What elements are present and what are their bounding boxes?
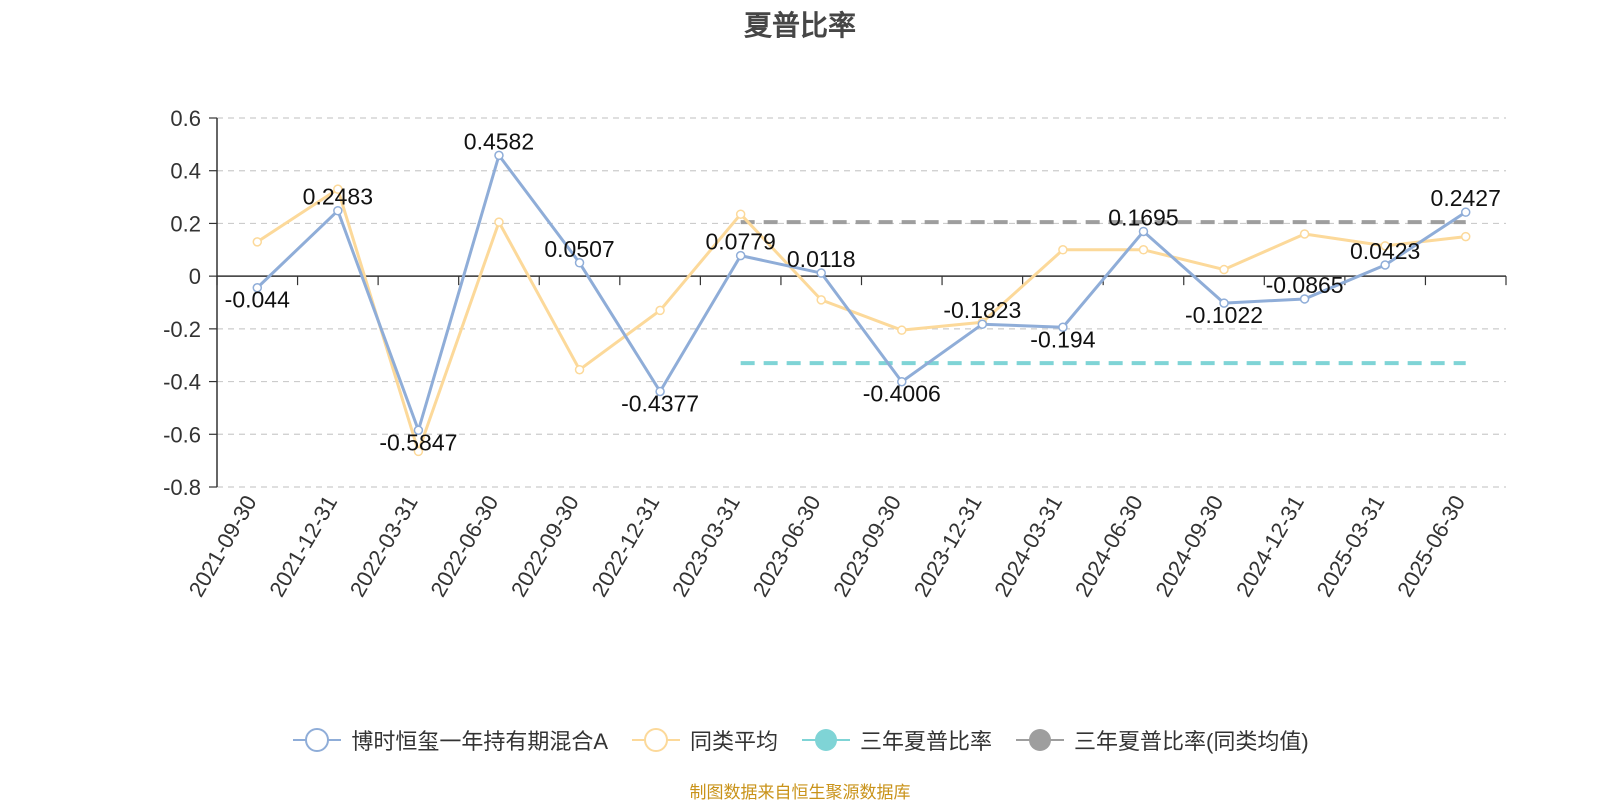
data-labels: -0.044 0.2483 -0.5847 0.4582 0.0507 -0.4377 0.… bbox=[225, 128, 1501, 455]
x-tick-label: 2023-03-31 bbox=[667, 491, 745, 601]
reference-lines bbox=[740, 220, 1466, 366]
data-label: 0.0507 bbox=[544, 236, 614, 262]
y-tick-label: 0.6 bbox=[170, 106, 201, 131]
series-point bbox=[1058, 322, 1068, 333]
series-point bbox=[333, 184, 343, 194]
series-point bbox=[1380, 260, 1390, 270]
y-tick-label: -0.8 bbox=[163, 475, 201, 500]
series-point bbox=[735, 250, 746, 261]
x-tick-label: 2023-06-30 bbox=[748, 491, 826, 601]
y-tick-label: 0 bbox=[189, 264, 201, 289]
x-tick-label: 2022-06-30 bbox=[425, 491, 503, 601]
x-tick-label: 2022-12-31 bbox=[586, 491, 664, 601]
series-point bbox=[1138, 226, 1149, 237]
series-lines bbox=[252, 150, 1471, 457]
series-point bbox=[574, 258, 585, 268]
legend-line-dot-icon bbox=[802, 729, 851, 751]
series-point bbox=[1138, 245, 1149, 255]
data-label: 0.2427 bbox=[1431, 185, 1501, 211]
data-label: -0.194 bbox=[1030, 326, 1095, 352]
legend-item-peer-average[interactable]: 同类平均 bbox=[630, 724, 778, 756]
legend-item-fund[interactable]: 博时恒玺一年持有期混合A bbox=[291, 724, 608, 756]
legend: 博时恒玺一年持有期混合A 同类平均 三年夏普比率 三年夏普比率(同类均值) bbox=[0, 720, 1600, 760]
data-label: 0.4582 bbox=[464, 128, 534, 154]
data-label: 0.1695 bbox=[1108, 204, 1178, 230]
legend-item-three-year-sharpe-peer[interactable]: 三年夏普比率(同类均值) bbox=[1014, 724, 1309, 756]
series-point bbox=[1299, 229, 1310, 239]
legend-label-three-year-sharpe-peer: 三年夏普比率(同类均值) bbox=[1074, 729, 1309, 754]
x-tick-label: 2025-06-30 bbox=[1392, 491, 1470, 601]
x-tick-label: 2024-09-30 bbox=[1150, 491, 1228, 601]
data-label: -0.044 bbox=[225, 287, 290, 313]
series-point bbox=[655, 386, 665, 397]
series-point bbox=[413, 425, 424, 436]
data-label: 0.2483 bbox=[303, 184, 373, 210]
data-label: 0.0423 bbox=[1350, 238, 1420, 264]
x-tick-label: 2025-03-31 bbox=[1312, 491, 1390, 601]
series-point bbox=[1058, 245, 1068, 255]
data-label: -0.4377 bbox=[621, 391, 699, 417]
data-label: -0.1022 bbox=[1185, 302, 1263, 328]
y-tick-label: 0.2 bbox=[170, 211, 201, 236]
series-point bbox=[494, 217, 504, 227]
legend-line-circle-icon bbox=[293, 728, 342, 752]
series-point bbox=[897, 376, 907, 387]
x-tick-label: 2024-03-31 bbox=[989, 491, 1067, 601]
data-label: -0.4006 bbox=[863, 381, 941, 407]
y-tick-label: 0.4 bbox=[170, 159, 201, 184]
x-tick-label: 2024-06-30 bbox=[1070, 491, 1148, 601]
x-tick-label: 2022-09-30 bbox=[506, 491, 584, 601]
data-label: -0.0865 bbox=[1266, 272, 1344, 298]
series-point bbox=[977, 319, 988, 329]
y-tick-label: -0.6 bbox=[163, 422, 201, 447]
series-point bbox=[1460, 207, 1471, 217]
series-point bbox=[494, 150, 504, 161]
series-point bbox=[252, 237, 263, 247]
data-label: -0.5847 bbox=[379, 429, 457, 455]
legend-item-three-year-sharpe[interactable]: 三年夏普比率 bbox=[800, 724, 992, 756]
x-tick-label: 2021-12-31 bbox=[264, 491, 342, 601]
data-label: -0.1823 bbox=[943, 297, 1021, 323]
legend-label-peer-average: 同类平均 bbox=[690, 729, 779, 754]
data-label: 0.0779 bbox=[705, 229, 775, 255]
series-point bbox=[574, 364, 585, 375]
chart-title: 夏普比率 bbox=[743, 10, 856, 41]
y-tick-label: -0.2 bbox=[163, 317, 201, 342]
x-tick-label: 2022-03-31 bbox=[345, 491, 423, 601]
series-point bbox=[333, 205, 343, 216]
series-point bbox=[816, 295, 826, 305]
series-point bbox=[655, 305, 665, 316]
series-line bbox=[256, 153, 1467, 432]
series-line bbox=[256, 187, 1466, 453]
legend-label-three-year-sharpe: 三年夏普比率 bbox=[860, 729, 993, 754]
series-point bbox=[1219, 298, 1229, 308]
legend-label-fund: 博时恒玺一年持有期混合A bbox=[351, 729, 608, 754]
series-point bbox=[1219, 264, 1229, 275]
legend-line-dot-icon bbox=[1016, 729, 1065, 751]
series-point bbox=[1380, 241, 1390, 251]
data-label: 0.0118 bbox=[787, 246, 856, 272]
series-point bbox=[252, 282, 263, 293]
y-tick-label: -0.4 bbox=[163, 370, 201, 395]
x-tick-label: 2023-09-30 bbox=[828, 491, 906, 601]
series-point bbox=[735, 209, 746, 219]
series-point bbox=[1460, 231, 1471, 242]
legend-line-circle-icon bbox=[632, 728, 680, 752]
series-point bbox=[816, 268, 826, 278]
x-tick-label: 2024-12-31 bbox=[1231, 491, 1309, 601]
x-tick-label: 2023-12-31 bbox=[909, 491, 987, 601]
series-point bbox=[897, 325, 907, 335]
source-note: 制图数据来自恒生聚源数据库 bbox=[689, 783, 911, 802]
series-point bbox=[1299, 294, 1310, 304]
series-point bbox=[413, 446, 424, 457]
x-tick-label: 2021-09-30 bbox=[184, 491, 262, 601]
